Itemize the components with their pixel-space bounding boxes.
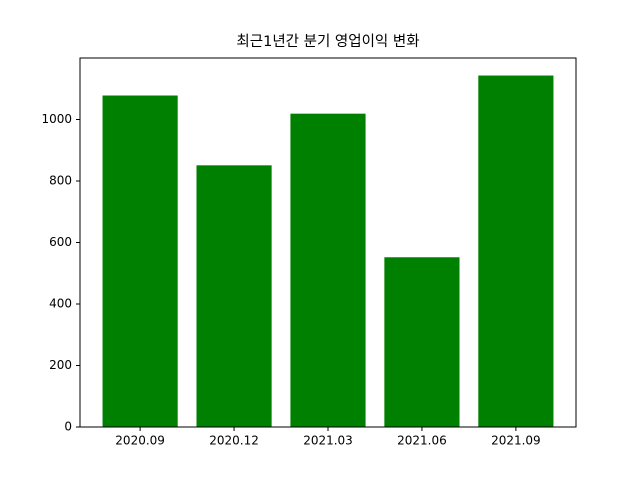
y-tick-label: 1000: [41, 112, 72, 126]
x-tick-label: 2021.03: [303, 434, 353, 448]
x-tick-label: 2020.09: [115, 434, 165, 448]
x-tick-label: 2020.12: [209, 434, 259, 448]
plot-frame: [79, 57, 577, 428]
y-tick-label: 600: [49, 235, 72, 249]
y-tick-label: 200: [49, 358, 72, 372]
y-tick-label: 800: [49, 174, 72, 188]
bar: [290, 113, 366, 427]
chart-title: 최근1년간 분기 영업이익 변화: [236, 33, 419, 50]
bar: [384, 257, 460, 427]
bar: [478, 75, 554, 427]
x-tick-label: 2021.06: [397, 434, 447, 448]
x-tick-label: 2021.09: [491, 434, 541, 448]
y-tick-label: 0: [64, 420, 72, 434]
bar: [196, 165, 272, 427]
bar: [102, 95, 178, 427]
y-tick-label: 400: [49, 297, 72, 311]
